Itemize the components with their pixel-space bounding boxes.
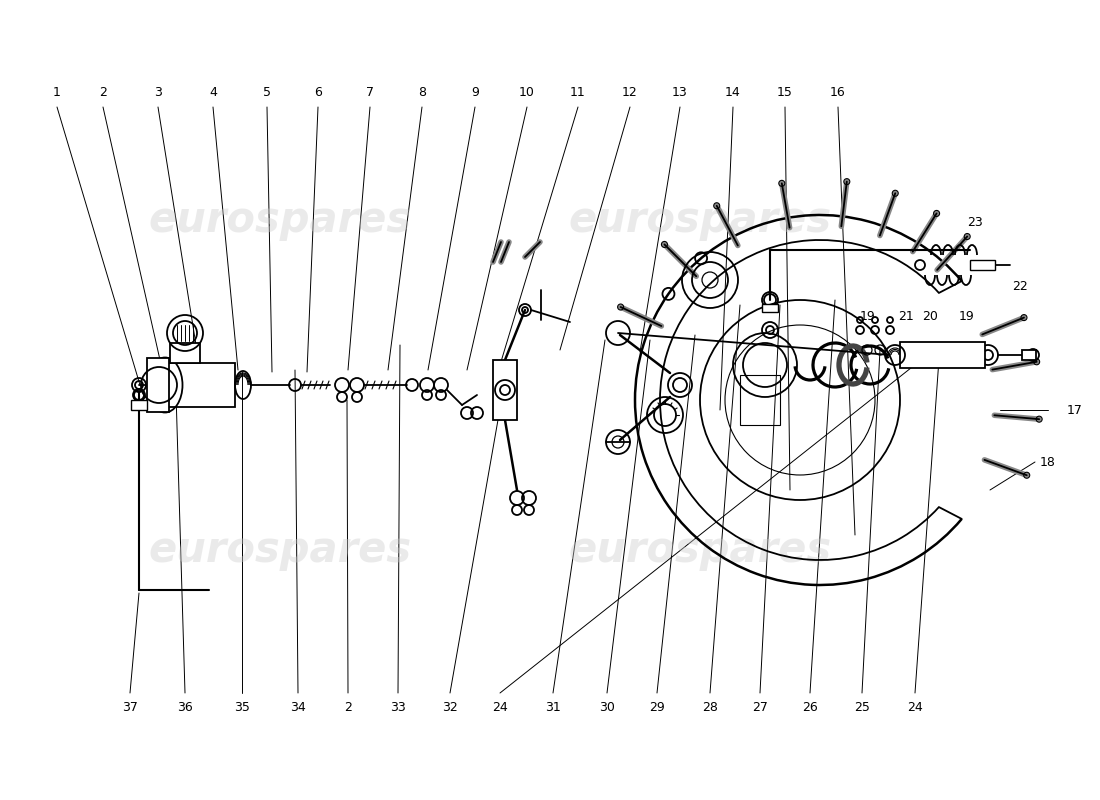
Text: 30: 30: [600, 701, 615, 714]
Text: 4: 4: [209, 86, 217, 99]
Text: eurospares: eurospares: [569, 529, 832, 571]
Text: 26: 26: [802, 701, 818, 714]
Text: 16: 16: [830, 86, 846, 99]
Text: 17: 17: [1067, 403, 1082, 417]
Text: 18: 18: [1041, 455, 1056, 469]
Text: 13: 13: [672, 86, 688, 99]
Text: 6: 6: [315, 86, 322, 99]
Bar: [167, 363, 235, 407]
Bar: [740, 375, 780, 425]
Text: 9: 9: [471, 86, 478, 99]
Bar: [131, 400, 147, 410]
Text: 2: 2: [99, 86, 107, 99]
Text: 29: 29: [649, 701, 664, 714]
Bar: [170, 343, 200, 363]
Text: 7: 7: [366, 86, 374, 99]
Text: 8: 8: [418, 86, 426, 99]
Text: 27: 27: [752, 701, 768, 714]
Bar: [970, 260, 996, 270]
Bar: [1022, 350, 1036, 360]
Bar: [493, 360, 517, 420]
Text: 20: 20: [922, 310, 938, 323]
Text: 1: 1: [53, 86, 60, 99]
Text: 32: 32: [442, 701, 458, 714]
Text: 25: 25: [854, 701, 870, 714]
Text: 15: 15: [777, 86, 793, 99]
Text: 22: 22: [1012, 281, 1027, 294]
Text: 23: 23: [967, 217, 983, 230]
Text: 24: 24: [492, 701, 508, 714]
Text: 3: 3: [154, 86, 162, 99]
Text: 28: 28: [702, 701, 718, 714]
Text: 37: 37: [122, 701, 138, 714]
Bar: [900, 342, 984, 368]
Text: 10: 10: [519, 86, 535, 99]
Text: 33: 33: [390, 701, 406, 714]
Text: 19: 19: [959, 310, 975, 323]
Bar: [147, 358, 169, 412]
Bar: [762, 304, 778, 312]
Text: 14: 14: [725, 86, 741, 99]
Text: eurospares: eurospares: [148, 199, 411, 241]
Text: 31: 31: [546, 701, 561, 714]
Text: eurospares: eurospares: [148, 529, 411, 571]
Text: 11: 11: [570, 86, 586, 99]
Text: 5: 5: [263, 86, 271, 99]
Text: 34: 34: [290, 701, 306, 714]
Text: 19: 19: [860, 310, 876, 323]
Text: 2: 2: [344, 701, 352, 714]
Text: 24: 24: [908, 701, 923, 714]
Text: 21: 21: [898, 310, 914, 323]
Text: eurospares: eurospares: [569, 199, 832, 241]
Text: 36: 36: [177, 701, 192, 714]
Text: 35: 35: [234, 701, 250, 714]
Text: 12: 12: [623, 86, 638, 99]
